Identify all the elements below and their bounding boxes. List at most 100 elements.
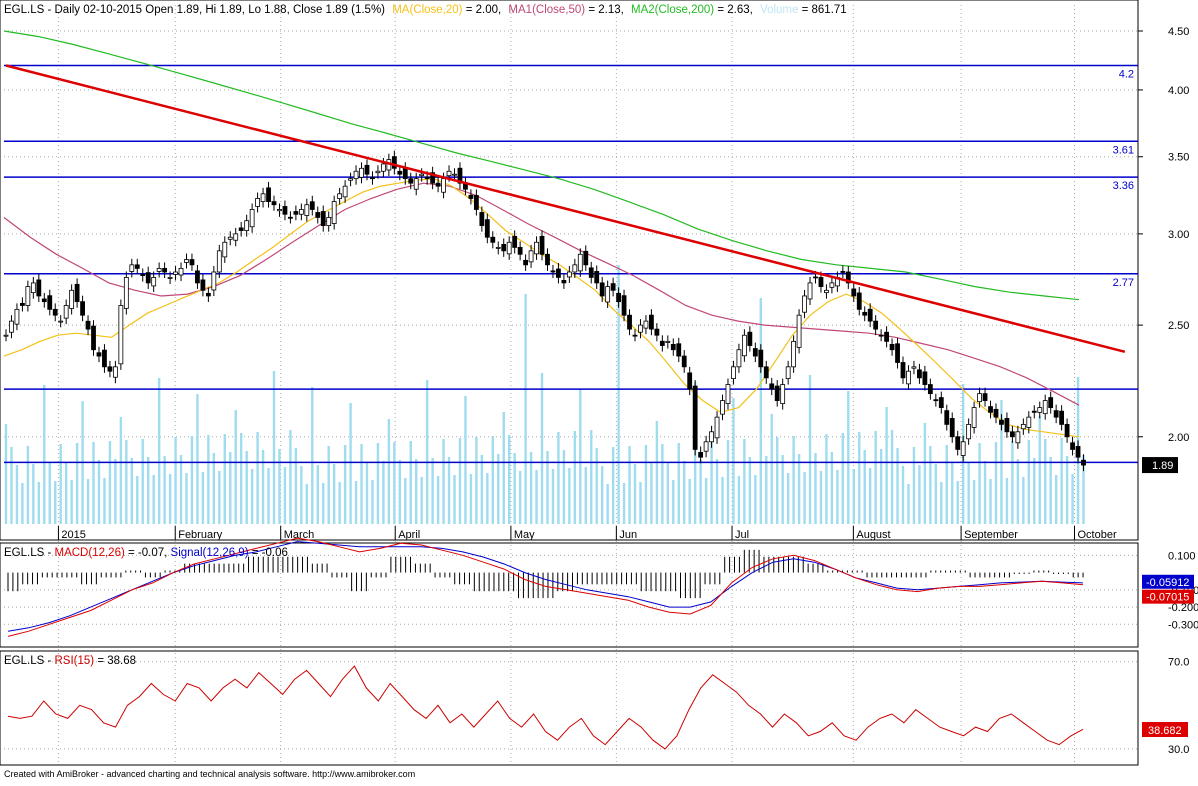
last-price-marker: 1.89 xyxy=(1152,460,1173,472)
candle-body xyxy=(282,206,288,215)
candle-body xyxy=(829,282,835,288)
volume-bar xyxy=(43,385,46,524)
macd-line xyxy=(7,537,1084,637)
ma50-value: = 2.13, xyxy=(588,4,624,16)
volume-bar xyxy=(934,464,938,524)
volume-bar xyxy=(157,378,161,524)
hline-label: 3.36 xyxy=(1113,180,1134,192)
volume-bar xyxy=(912,447,916,524)
volume-bar xyxy=(704,478,708,524)
candle-body xyxy=(856,292,862,310)
candle-body xyxy=(616,292,621,303)
ma200-value: = 2.63, xyxy=(717,4,753,16)
macd-label: MACD(12,26) xyxy=(55,547,125,559)
candle-body xyxy=(523,259,529,266)
volume-bar xyxy=(387,419,391,524)
candle-body xyxy=(1059,410,1065,425)
trendline xyxy=(5,64,1126,354)
volume-bar xyxy=(956,481,959,524)
candle-body xyxy=(884,331,889,342)
candle-body xyxy=(599,282,605,297)
candle-body xyxy=(233,233,239,241)
volume-bar xyxy=(546,451,549,524)
volume-bar xyxy=(579,389,582,524)
volume-bar xyxy=(611,447,615,524)
volume-bar xyxy=(923,423,927,524)
candle-body xyxy=(561,280,567,284)
volume-bar xyxy=(283,467,287,524)
candle-body xyxy=(550,270,556,273)
volume-bar xyxy=(223,434,226,524)
volume-bar xyxy=(1011,441,1014,524)
candle-body xyxy=(588,267,594,278)
volume-bar xyxy=(940,482,943,524)
candle-body xyxy=(955,436,961,450)
candle-body xyxy=(517,247,523,255)
candle-body xyxy=(1064,424,1070,438)
candle-body xyxy=(878,334,884,337)
rsi-label: RSI(15) xyxy=(55,655,95,667)
candle-body xyxy=(288,216,293,219)
candle-body xyxy=(151,277,157,287)
volume-bar xyxy=(803,472,806,524)
candle-body xyxy=(222,241,228,258)
candle-body xyxy=(862,311,868,316)
volume-bar xyxy=(338,482,341,524)
volume-bar xyxy=(409,441,412,524)
volume-bar xyxy=(92,442,95,524)
volume-bar xyxy=(584,467,587,524)
volume-bar xyxy=(885,407,888,524)
volume-bar xyxy=(896,448,899,524)
candle-body xyxy=(785,366,791,379)
volume-bar xyxy=(622,483,626,524)
volume-bar xyxy=(967,462,970,524)
candle-body xyxy=(397,170,403,175)
candle-body xyxy=(118,305,124,365)
volume-bar xyxy=(179,455,183,524)
volume-bar xyxy=(21,483,24,524)
volume-bar xyxy=(617,265,620,524)
candle-body xyxy=(309,201,315,210)
candle-body xyxy=(391,156,397,169)
month-label: April xyxy=(398,529,420,541)
volume-bar xyxy=(86,479,90,524)
candle-body xyxy=(162,268,168,273)
candle-body xyxy=(129,264,135,272)
candle-body xyxy=(845,271,851,284)
candle-body xyxy=(102,349,107,368)
volume-bar xyxy=(535,470,538,524)
signal-line xyxy=(7,541,1084,632)
candle-body xyxy=(867,308,873,322)
price-frame xyxy=(0,0,1139,541)
candle-body xyxy=(999,419,1004,425)
volume-bar xyxy=(633,464,637,524)
volume-bar xyxy=(502,412,505,524)
rsi-line xyxy=(7,665,1084,750)
trendline-line xyxy=(5,64,1126,354)
volume-bar xyxy=(190,436,194,524)
volume-bar xyxy=(185,473,188,524)
volume-bar xyxy=(453,475,456,524)
candle-body xyxy=(917,369,922,379)
volume-bar xyxy=(415,459,418,524)
candle-body xyxy=(758,349,764,368)
candle-body xyxy=(752,348,758,357)
volume-bar xyxy=(218,471,221,524)
volume-bar xyxy=(918,465,921,524)
volume-bar xyxy=(573,431,577,524)
month-label: Jun xyxy=(619,529,637,541)
volume-bar xyxy=(322,483,325,524)
volume-bar xyxy=(748,457,752,524)
candle-body xyxy=(419,173,425,177)
volume-bar xyxy=(699,460,702,524)
volume-bar xyxy=(650,463,653,524)
volume-bar xyxy=(349,403,352,524)
candle-body xyxy=(430,172,436,184)
volume-bar xyxy=(814,453,817,524)
volume-bar xyxy=(136,476,139,524)
macd-value: = -0.07, xyxy=(128,547,171,559)
ma20-value: = 2.00, xyxy=(466,4,502,16)
candle-body xyxy=(670,343,676,351)
candle-body xyxy=(260,193,266,202)
candle-body xyxy=(1031,410,1037,413)
